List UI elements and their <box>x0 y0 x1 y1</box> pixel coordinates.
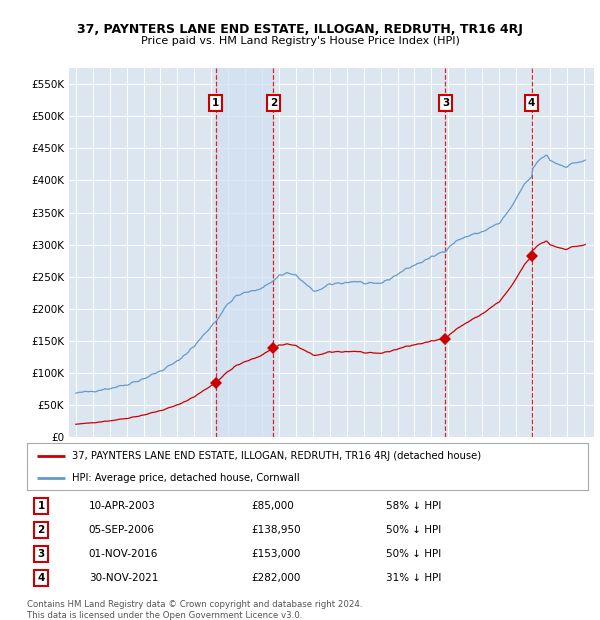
Text: 2: 2 <box>37 525 44 535</box>
Bar <box>216 68 274 437</box>
Text: £85,000: £85,000 <box>251 501 294 511</box>
Text: 2: 2 <box>270 98 277 108</box>
Text: 50% ↓ HPI: 50% ↓ HPI <box>386 525 441 535</box>
Text: 31% ↓ HPI: 31% ↓ HPI <box>386 574 442 583</box>
Text: 10-APR-2003: 10-APR-2003 <box>89 501 155 511</box>
Text: 05-SEP-2006: 05-SEP-2006 <box>89 525 155 535</box>
Text: 3: 3 <box>37 549 44 559</box>
Text: 01-NOV-2016: 01-NOV-2016 <box>89 549 158 559</box>
Text: 37, PAYNTERS LANE END ESTATE, ILLOGAN, REDRUTH, TR16 4RJ (detached house): 37, PAYNTERS LANE END ESTATE, ILLOGAN, R… <box>72 451 481 461</box>
Text: 1: 1 <box>37 501 44 511</box>
Text: 30-NOV-2021: 30-NOV-2021 <box>89 574 158 583</box>
Text: £153,000: £153,000 <box>251 549 301 559</box>
Text: £138,950: £138,950 <box>251 525 301 535</box>
Text: 1: 1 <box>212 98 220 108</box>
Text: 3: 3 <box>442 98 449 108</box>
Text: 58% ↓ HPI: 58% ↓ HPI <box>386 501 442 511</box>
Text: 4: 4 <box>37 574 45 583</box>
Text: 37, PAYNTERS LANE END ESTATE, ILLOGAN, REDRUTH, TR16 4RJ: 37, PAYNTERS LANE END ESTATE, ILLOGAN, R… <box>77 23 523 36</box>
Text: HPI: Average price, detached house, Cornwall: HPI: Average price, detached house, Corn… <box>72 473 299 483</box>
Text: Price paid vs. HM Land Registry's House Price Index (HPI): Price paid vs. HM Land Registry's House … <box>140 36 460 46</box>
Text: £282,000: £282,000 <box>251 574 301 583</box>
Text: Contains HM Land Registry data © Crown copyright and database right 2024.
This d: Contains HM Land Registry data © Crown c… <box>27 600 362 619</box>
Text: 4: 4 <box>528 98 535 108</box>
Text: 50% ↓ HPI: 50% ↓ HPI <box>386 549 441 559</box>
